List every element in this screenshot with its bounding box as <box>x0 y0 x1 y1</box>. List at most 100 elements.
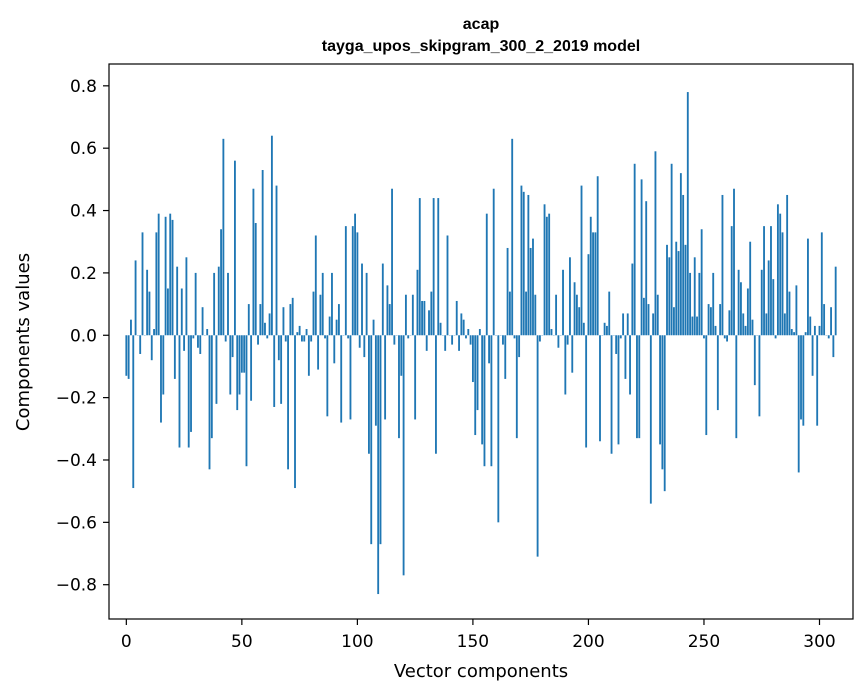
bar-240 <box>679 173 682 336</box>
bar-269 <box>746 288 749 336</box>
bar-227 <box>649 335 652 504</box>
bar-2 <box>130 319 132 336</box>
bar-195 <box>575 294 578 336</box>
bar-64 <box>273 335 276 407</box>
bar-196 <box>578 307 581 336</box>
bar-213 <box>617 335 620 445</box>
bar-148 <box>467 329 470 336</box>
bar-80 <box>310 335 313 342</box>
bar-301 <box>820 232 823 336</box>
bar-53 <box>247 304 250 336</box>
bar-202 <box>592 232 594 336</box>
bar-84 <box>319 294 322 336</box>
bar-143 <box>455 300 458 336</box>
bar-38 <box>213 272 216 336</box>
bar-238 <box>675 241 678 336</box>
bar-50 <box>240 335 243 373</box>
bar-265 <box>737 269 740 336</box>
bar-176 <box>532 238 534 336</box>
bar-296 <box>809 316 812 336</box>
bar-246 <box>693 257 696 336</box>
bar-270 <box>749 241 752 336</box>
bar-108 <box>374 335 377 426</box>
bar-93 <box>340 335 343 423</box>
bar-76 <box>301 335 303 342</box>
bar-187 <box>557 335 560 348</box>
bar-26 <box>185 257 188 336</box>
bar-186 <box>555 294 558 336</box>
bar-65 <box>275 185 278 336</box>
bar-12 <box>153 329 155 336</box>
y-axis-label: Components values <box>13 253 34 431</box>
bar-71 <box>289 304 292 336</box>
x-tick-label: 300 <box>803 632 835 652</box>
bar-209 <box>608 291 611 336</box>
bar-42 <box>222 138 225 336</box>
bar-300 <box>818 325 821 336</box>
bar-99 <box>354 213 356 336</box>
bar-144 <box>458 335 460 351</box>
bar-230 <box>656 294 659 336</box>
bar-29 <box>192 335 195 339</box>
bar-150 <box>471 335 474 383</box>
bar-28 <box>190 335 192 432</box>
bar-199 <box>585 335 588 448</box>
bar-79 <box>307 335 310 376</box>
bar-164 <box>504 335 507 379</box>
bar-242 <box>684 244 687 336</box>
bar-62 <box>268 313 271 336</box>
bar-208 <box>606 325 608 336</box>
bar-78 <box>305 329 308 336</box>
bar-68 <box>282 307 285 336</box>
bar-197 <box>580 185 583 336</box>
bar-281 <box>774 335 777 339</box>
bar-259 <box>723 335 726 339</box>
bar-307 <box>834 266 837 336</box>
bar-114 <box>388 304 391 336</box>
bar-145 <box>460 313 463 336</box>
bar-63 <box>270 135 273 336</box>
bar-69 <box>284 335 287 342</box>
x-axis-ticks: 0 50 100 150 200 250 300 <box>121 619 836 652</box>
bar-66 <box>277 335 280 361</box>
bar-70 <box>287 335 289 470</box>
bar-304 <box>827 335 830 339</box>
bar-179 <box>539 335 541 342</box>
bar-51 <box>243 335 246 373</box>
bar-13 <box>155 232 158 336</box>
bar-159 <box>492 188 495 336</box>
y-tick-label: −0.2 <box>56 389 97 409</box>
bar-203 <box>594 232 597 336</box>
bar-102 <box>361 263 363 336</box>
y-axis-ticks: 0.8 0.6 0.4 0.2 0.0 −0.2 −0.4 −0.6 −0.8 <box>56 77 109 596</box>
bar-172 <box>522 191 525 336</box>
bar-107 <box>372 319 375 336</box>
bar-284 <box>781 232 784 336</box>
bar-61 <box>266 335 269 339</box>
bar-120 <box>402 335 405 576</box>
bar-24 <box>180 288 183 336</box>
bar-167 <box>511 138 514 336</box>
bar-131 <box>428 310 430 336</box>
bar-283 <box>779 213 782 336</box>
bar-249 <box>700 229 703 336</box>
bar-32 <box>199 335 202 354</box>
bar-30 <box>194 272 197 336</box>
bar-235 <box>668 257 671 336</box>
x-tick-label: 100 <box>341 632 373 652</box>
bar-89 <box>331 272 333 336</box>
x-tick-label: 150 <box>457 632 489 652</box>
bar-258 <box>721 194 724 336</box>
bar-47 <box>234 160 236 336</box>
bar-158 <box>490 335 493 467</box>
bar-18 <box>167 288 169 336</box>
bar-254 <box>712 272 715 336</box>
bar-91 <box>335 319 338 336</box>
bar-191 <box>566 335 569 345</box>
bar-217 <box>626 313 629 336</box>
bar-166 <box>508 291 511 336</box>
bar-216 <box>624 335 627 379</box>
bar-23 <box>178 335 181 448</box>
bar-220 <box>633 163 636 336</box>
bar-198 <box>582 322 585 336</box>
